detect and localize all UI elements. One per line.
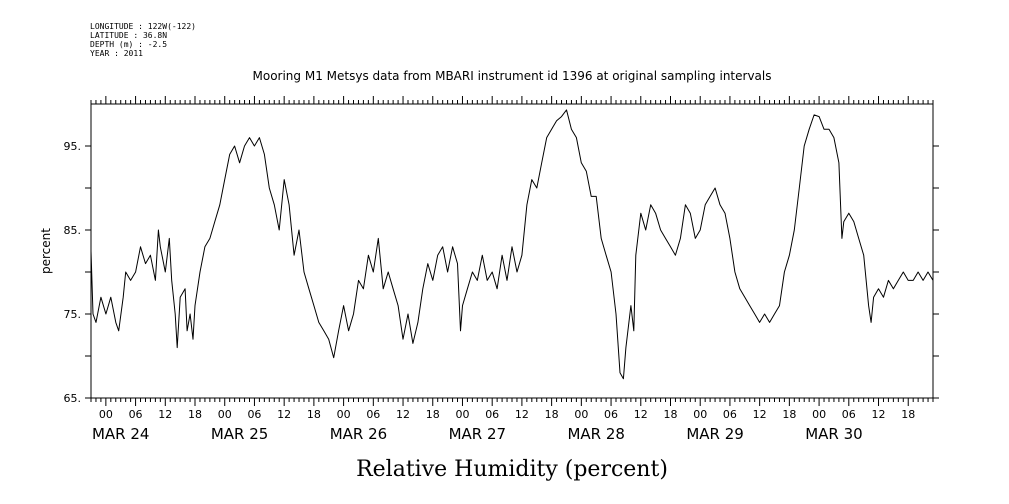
y-tick-label: 95. [64, 140, 82, 153]
series-line [90, 109, 934, 380]
x-hour-label: 06 [366, 408, 380, 421]
x-hour-label: 00 [812, 408, 826, 421]
chart-title: Mooring M1 Metsys data from MBARI instru… [253, 69, 772, 83]
x-day-label: MAR 25 [211, 425, 268, 443]
y-tick-label: 65. [64, 392, 82, 405]
meta-latitude: LATITUDE : 36.8N [90, 31, 167, 40]
x-hour-label: 12 [753, 408, 767, 421]
x-day-label: MAR 24 [92, 425, 149, 443]
x-hour-label: 06 [842, 408, 856, 421]
x-axis: 00 06 12 18 00 06 12 18 00 06 12 18 00 06 12 18 00 06 12 18… [90, 96, 934, 443]
x-hour-label: 18 [782, 408, 796, 421]
meta-year: YEAR : 2011 [90, 49, 143, 58]
x-hour-label: 00 [337, 408, 351, 421]
x-day-label: MAR 28 [567, 425, 624, 443]
x-hour-label: 00 [99, 408, 113, 421]
x-hour-label: 06 [247, 408, 261, 421]
x-hour-label: 06 [723, 408, 737, 421]
x-day-label: MAR 30 [805, 425, 862, 443]
y-axis: 65. 75. 85. 95. [64, 140, 939, 405]
x-hour-label: 00 [693, 408, 707, 421]
x-hour-label: 06 [604, 408, 618, 421]
y-tick-label: 85. [64, 224, 82, 237]
meta-depth: DEPTH (m) : -2.5 [90, 40, 167, 49]
x-hour-label: 12 [396, 408, 410, 421]
y-tick-label: 75. [64, 308, 82, 321]
x-hour-label: 12 [872, 408, 886, 421]
x-hour-label: 18 [901, 408, 915, 421]
x-axis-label: Relative Humidity (percent) [356, 457, 668, 482]
x-day-label: MAR 27 [449, 425, 506, 443]
x-hour-label: 18 [663, 408, 677, 421]
x-hour-label: 12 [634, 408, 648, 421]
x-day-label: MAR 26 [330, 425, 387, 443]
x-hour-label: 00 [574, 408, 588, 421]
x-hour-label: 18 [426, 408, 440, 421]
metadata-block: LONGITUDE : 122W(-122) LATITUDE : 36.8N … [90, 22, 196, 58]
x-hour-label: 06 [485, 408, 499, 421]
x-hour-label: 18 [188, 408, 202, 421]
x-day-label: MAR 29 [686, 425, 743, 443]
x-hour-label: 18 [307, 408, 321, 421]
series-layer [90, 109, 934, 380]
x-hour-label: 12 [158, 408, 172, 421]
meta-longitude: LONGITUDE : 122W(-122) [90, 22, 196, 31]
x-hour-label: 18 [545, 408, 559, 421]
x-hour-label: 12 [515, 408, 529, 421]
plot-frame [90, 103, 934, 399]
y-axis-label: percent [39, 228, 53, 274]
x-hour-label: 00 [218, 408, 232, 421]
x-hour-label: 00 [455, 408, 469, 421]
x-hour-label: 12 [277, 408, 291, 421]
x-hour-label: 06 [129, 408, 143, 421]
